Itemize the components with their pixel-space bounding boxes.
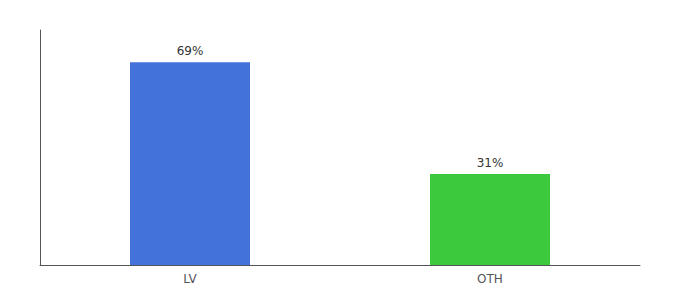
svg-text:LV: LV <box>183 272 197 286</box>
svg-text:OTH: OTH <box>477 272 503 286</box>
svg-text:69%: 69% <box>177 44 204 58</box>
svg-text:31%: 31% <box>477 156 504 170</box>
